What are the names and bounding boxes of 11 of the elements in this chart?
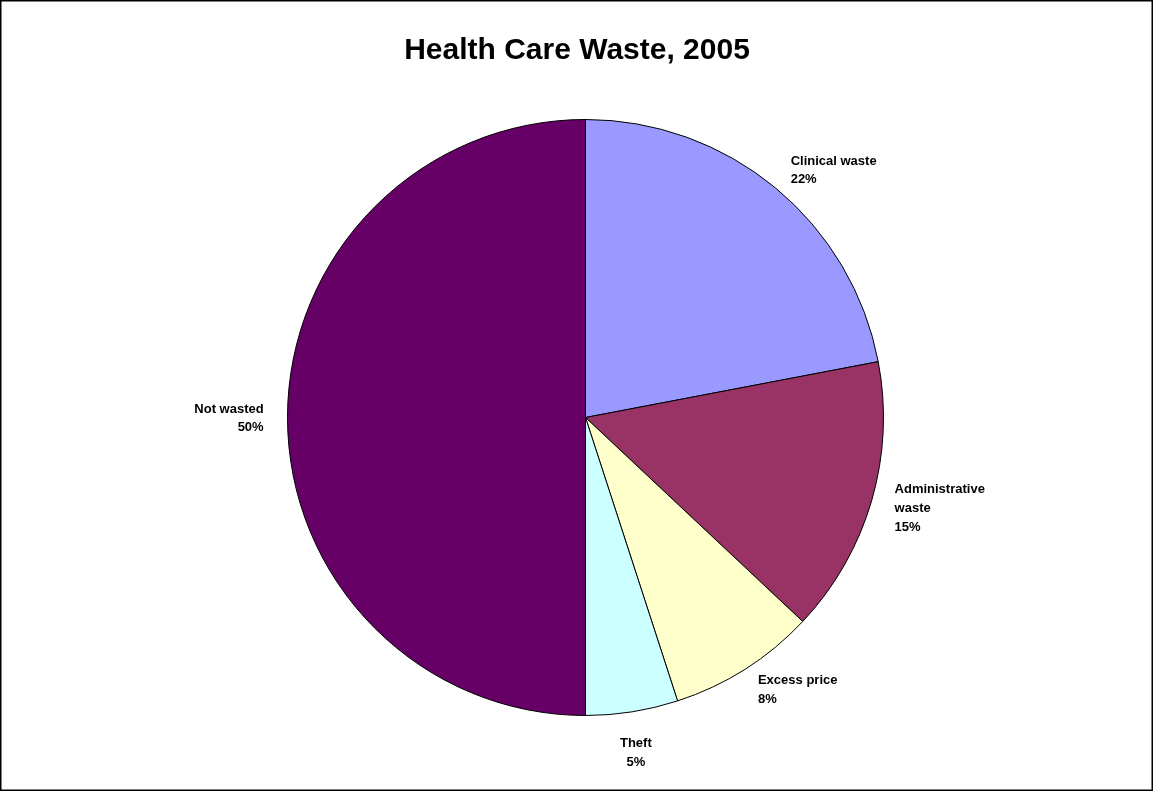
data-label: 22%	[790, 171, 818, 187]
slice-label: Excess price	[757, 672, 838, 688]
slice-label: Administrative waste	[893, 481, 985, 515]
data-label: 8%	[757, 691, 778, 707]
data-label: 15%	[894, 518, 922, 534]
slice-label: Clinical waste	[790, 152, 877, 168]
data-label: 50%	[237, 419, 265, 435]
chart-title: Health Care Waste, 2005	[404, 32, 750, 65]
data-label: 5%	[626, 754, 646, 770]
slice-label: Theft	[619, 735, 653, 751]
slice-label: Not wasted	[194, 400, 264, 416]
